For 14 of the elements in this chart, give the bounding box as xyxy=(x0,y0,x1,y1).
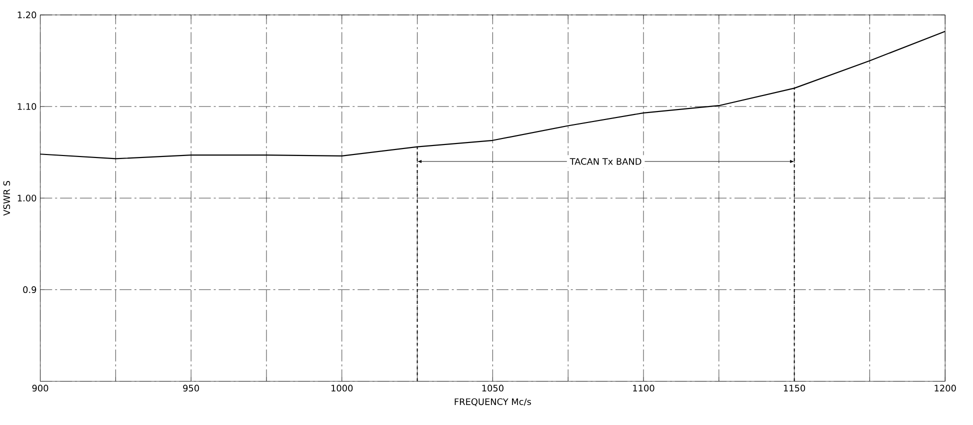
x-tick-label: 1200 xyxy=(934,384,956,392)
y-tick-label: 1.00 xyxy=(18,194,36,202)
x-tick-label: 1100 xyxy=(633,384,654,392)
y-tick-label: 0.9 xyxy=(23,286,36,294)
x-tick-label: 1150 xyxy=(784,384,806,392)
y-tick-label: 1.20 xyxy=(18,12,36,18)
x-tick-label: 950 xyxy=(183,384,199,392)
x-tick-label: 900 xyxy=(32,384,48,392)
y-tick-label: 1.10 xyxy=(18,103,36,110)
x-axis-title: FREQUENCY Mc/s xyxy=(454,398,531,406)
x-tick-label: 1050 xyxy=(482,384,504,392)
y-axis-title: VSWR S xyxy=(3,180,10,216)
annotation: TACAN Tx BAND xyxy=(570,158,642,165)
x-tick-label: 1000 xyxy=(331,384,353,392)
